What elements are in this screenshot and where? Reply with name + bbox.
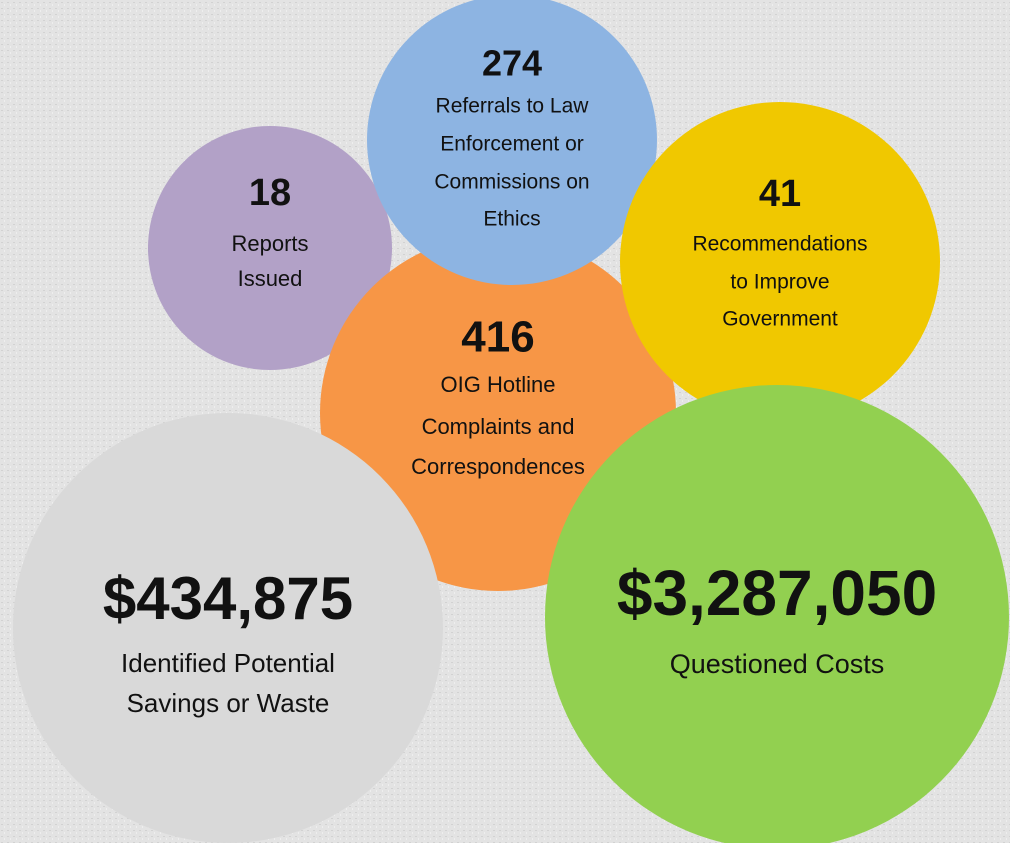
bubble — [13, 413, 443, 843]
bubble — [148, 126, 392, 370]
bubble-label: Identified Potential — [121, 648, 335, 678]
bubble-value: 18 — [249, 172, 291, 214]
bubble-value: $434,875 — [103, 565, 353, 632]
bubble-label: Issued — [238, 266, 303, 291]
bubble-label: Recommendations — [692, 233, 867, 256]
bubble-label: Correspondences — [411, 454, 585, 479]
bubble-value: 274 — [482, 43, 542, 84]
bubble-label: Complaints and — [422, 414, 575, 439]
bubble-value: 416 — [461, 313, 534, 362]
bubble-label: to Improve — [730, 271, 829, 294]
bubble-value: $3,287,050 — [617, 557, 937, 629]
bubble-label: Questioned Costs — [670, 649, 885, 679]
bubble-label: Reports — [231, 231, 308, 256]
bubble — [545, 385, 1009, 843]
bubble-value: 41 — [759, 173, 801, 215]
bubble — [620, 102, 940, 422]
bubble — [367, 0, 657, 285]
bubble-label: OIG Hotline — [441, 372, 556, 397]
bubble-label: Commissions on — [434, 171, 589, 194]
bubble-label: Referrals to Law — [436, 95, 590, 118]
bubble-label: Savings or Waste — [127, 688, 330, 718]
bubble-label: Ethics — [483, 208, 540, 231]
bubble-label: Government — [722, 308, 838, 331]
bubble-label: Enforcement or — [440, 133, 584, 156]
